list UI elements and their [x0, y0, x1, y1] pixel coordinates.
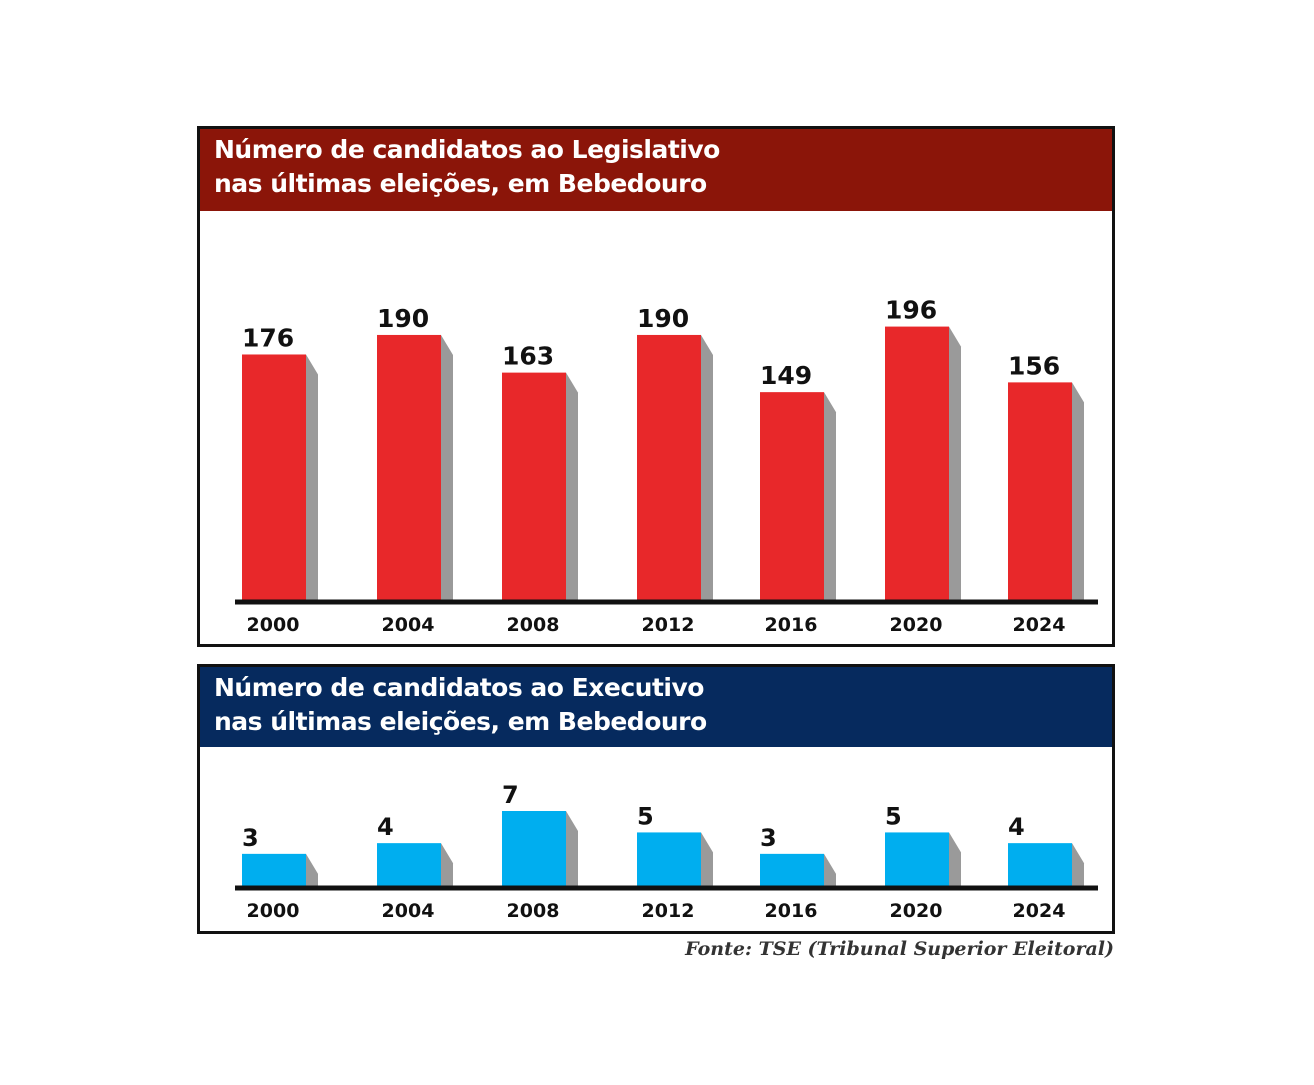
executivo-bar-shadow [306, 853, 318, 886]
legislativo-value-label-2008: 163 [502, 342, 554, 371]
legislativo-x-tick-label-2012: 2012 [642, 614, 695, 636]
executivo-chart-title: Número de candidatos ao Executivo nas úl… [200, 667, 1112, 747]
executivo-value-label-2012: 5 [637, 802, 654, 830]
executivo-bar-shadow [441, 843, 453, 886]
legislativo-bar-shadow [949, 326, 961, 600]
executivo-bar-shadow [949, 832, 961, 886]
legislativo-x-tick-label-2000: 2000 [247, 614, 300, 636]
legislativo-bar-shadow [306, 354, 318, 600]
legislativo-bar-2008 [502, 372, 566, 600]
legislativo-bar-shadow [566, 372, 578, 600]
executivo-bar-2012 [637, 832, 701, 886]
executivo-bar-shadow [1072, 843, 1084, 886]
executivo-title-line1: Número de candidatos ao Executivo [214, 673, 704, 702]
legislativo-bar-2020 [885, 326, 949, 600]
executivo-value-label-2024: 4 [1008, 813, 1025, 841]
legislativo-x-tick-label-2016: 2016 [765, 614, 818, 636]
legislativo-value-label-2020: 196 [885, 296, 937, 325]
executivo-x-tick-label-2000: 2000 [247, 900, 300, 922]
legislativo-bar-2000 [242, 354, 306, 600]
legislativo-bar-shadow [824, 392, 836, 600]
executivo-x-tick-label-2004: 2004 [382, 900, 435, 922]
executivo-value-label-2016: 3 [760, 824, 777, 852]
legislativo-value-label-2004: 190 [377, 304, 429, 333]
executivo-bar-2008 [502, 811, 566, 886]
legislativo-bar-shadow [701, 334, 713, 600]
legislativo-value-label-2012: 190 [637, 304, 689, 333]
legislativo-title-line1: Número de candidatos ao Legislativo [214, 135, 720, 164]
executivo-value-label-2004: 4 [377, 813, 394, 841]
executivo-x-tick-label-2024: 2024 [1013, 900, 1066, 922]
legislativo-x-tick-label-2008: 2008 [507, 614, 560, 636]
legislativo-title-line2: nas últimas eleições, em Bebedouro [214, 169, 707, 198]
legislativo-bar-2012 [637, 334, 701, 600]
executivo-bar-2004 [377, 843, 441, 886]
executivo-title-line2: nas últimas eleições, em Bebedouro [214, 707, 707, 736]
legislativo-bar-shadow [1072, 382, 1084, 600]
legislativo-bar-2016 [760, 392, 824, 600]
executivo-x-tick-label-2020: 2020 [890, 900, 943, 922]
executivo-bar-shadow [701, 832, 713, 886]
legislativo-x-tick-label-2020: 2020 [890, 614, 943, 636]
legislativo-bar-2004 [377, 334, 441, 600]
executivo-value-label-2000: 3 [242, 824, 259, 852]
legislativo-bar-2024 [1008, 382, 1072, 600]
executivo-x-tick-label-2008: 2008 [507, 900, 560, 922]
legislativo-value-label-2016: 149 [760, 361, 812, 390]
executivo-bar-2016 [760, 853, 824, 886]
executivo-value-label-2008: 7 [502, 781, 519, 809]
legislativo-x-tick-label-2004: 2004 [382, 614, 435, 636]
executivo-bar-2024 [1008, 843, 1072, 886]
legislativo-x-tick-label-2024: 2024 [1013, 614, 1066, 636]
legislativo-chart-title: Número de candidatos ao Legislativo nas … [200, 129, 1112, 211]
executivo-bar-shadow [566, 811, 578, 886]
legislativo-bar-shadow [441, 334, 453, 600]
executivo-value-label-2020: 5 [885, 802, 902, 830]
executivo-bar-shadow [824, 853, 836, 886]
legislativo-value-label-2000: 176 [242, 323, 294, 352]
source-note: Fonte: TSE (Tribunal Superior Eleitoral) [685, 938, 1114, 960]
legislativo-value-label-2024: 156 [1008, 351, 1060, 380]
executivo-x-tick-label-2012: 2012 [642, 900, 695, 922]
executivo-bar-2000 [242, 853, 306, 886]
executivo-x-tick-label-2016: 2016 [765, 900, 818, 922]
executivo-bar-2020 [885, 832, 949, 886]
